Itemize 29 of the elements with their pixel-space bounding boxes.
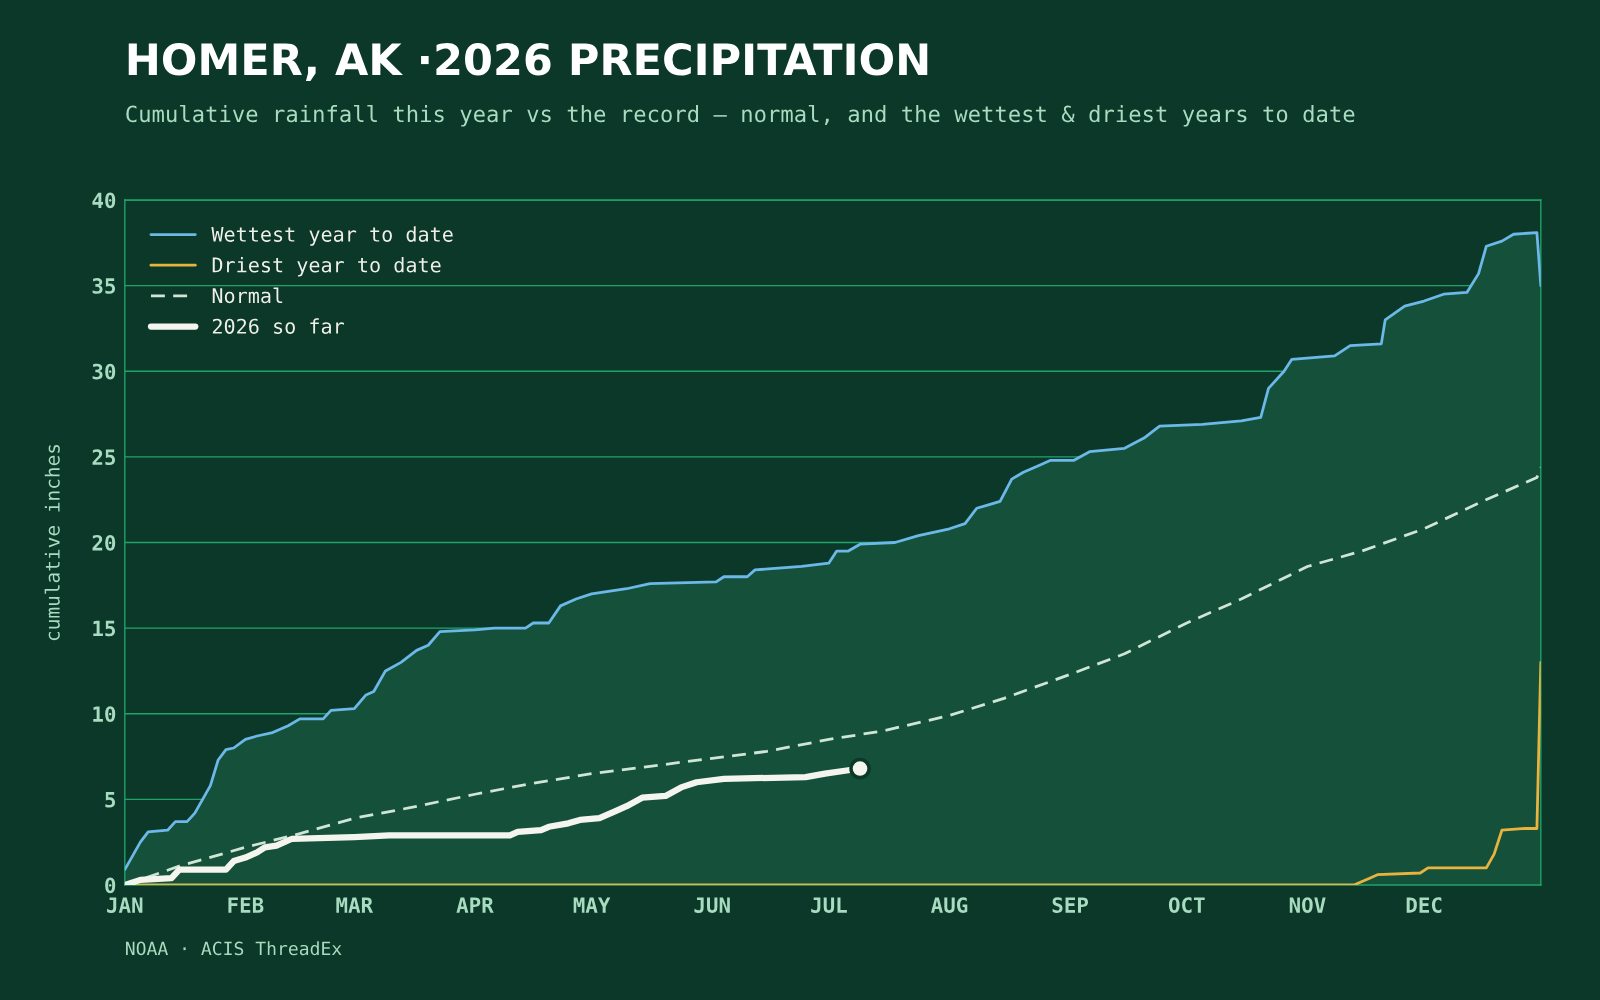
y-tick-label: 10 (93, 706, 116, 722)
x-tick-label: OCT (1168, 897, 1205, 913)
chart-subtitle: Cumulative rainfall this year vs the record — normal, and the wettest & driest years to date (126, 105, 1355, 127)
y-tick-label: 20 (92, 534, 116, 551)
x-tick-label: DEC (1406, 897, 1442, 913)
chart-title: HOMER, AK ·2026 PRECIPITATION (128, 43, 928, 82)
y-tick-label: 25 (92, 449, 116, 466)
y-tick-label: 5 (105, 792, 116, 808)
y-tick-label: 40 (92, 192, 116, 209)
legend-label: 2026 so far (212, 318, 344, 334)
y-tick-label: 30 (92, 363, 116, 380)
text: NOAA · ACIS ThreadEx (126, 941, 342, 956)
x-tick-label: JUL (811, 897, 847, 913)
y-tick-label: 35 (92, 278, 116, 294)
x-tick-label: MAR (336, 897, 374, 913)
x-tick-label: NOV (1289, 897, 1326, 913)
x-tick-label: MAY (573, 897, 611, 913)
y-axis-title: cumulative inches (44, 444, 60, 641)
x-tick-label: SEP (1052, 897, 1089, 913)
x-tick-label: JUN (694, 897, 730, 913)
x-tick-label: AUG (931, 897, 968, 913)
legend-label: Driest year to date (212, 256, 441, 277)
x-tick-label: FEB (228, 897, 264, 913)
legend-label: Wettest year to date (211, 226, 453, 246)
x-tick-label: JAN (107, 897, 143, 913)
y-tick-label: 0 (105, 877, 116, 894)
legend-label: Normal (212, 287, 283, 304)
x-tick-label: APR (456, 897, 494, 913)
y-tick-label: 15 (93, 620, 116, 637)
